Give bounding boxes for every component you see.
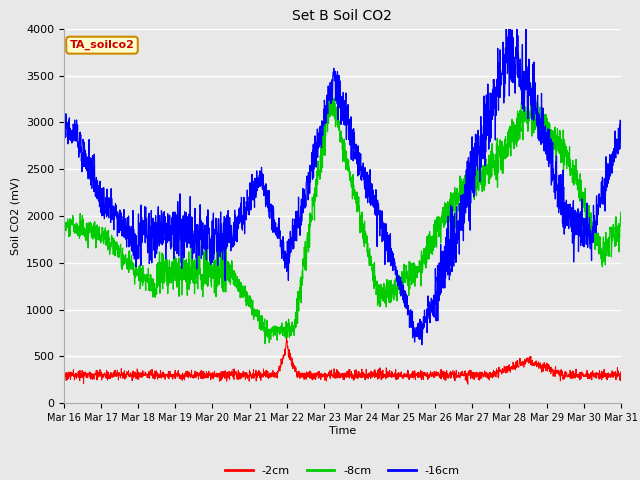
-8cm [60, 229, 68, 235]
-8cm [261, 341, 269, 347]
-8cm [116, 246, 124, 252]
-2cm [511, 363, 518, 369]
-16cm [502, 26, 510, 32]
-16cm [542, 135, 550, 141]
-8cm [511, 145, 518, 151]
-8cm [617, 209, 625, 215]
Text: TA_soilco2: TA_soilco2 [70, 40, 134, 50]
X-axis label: Time: Time [329, 426, 356, 436]
-2cm [60, 371, 68, 377]
-8cm [327, 86, 335, 92]
-2cm [283, 336, 291, 341]
Title: Set B Soil CO2: Set B Soil CO2 [292, 10, 392, 24]
-16cm [116, 223, 124, 229]
-16cm [418, 342, 426, 348]
-2cm [609, 369, 617, 375]
-2cm [236, 372, 244, 378]
-16cm [60, 125, 68, 131]
-16cm [236, 205, 244, 211]
-16cm [617, 145, 625, 151]
-16cm [511, 54, 518, 60]
-2cm [464, 381, 472, 387]
Line: -8cm: -8cm [64, 89, 621, 344]
-8cm [376, 290, 384, 296]
-8cm [542, 111, 550, 117]
Y-axis label: Soil CO2 (mV): Soil CO2 (mV) [11, 177, 20, 255]
-8cm [609, 222, 617, 228]
-16cm [609, 156, 617, 161]
-2cm [116, 372, 124, 378]
-2cm [617, 369, 625, 375]
-2cm [376, 365, 384, 371]
Line: -2cm: -2cm [64, 338, 621, 384]
-16cm [376, 233, 383, 239]
-8cm [236, 283, 244, 288]
-2cm [542, 368, 550, 373]
Line: -16cm: -16cm [64, 29, 621, 345]
Legend: -2cm, -8cm, -16cm: -2cm, -8cm, -16cm [221, 461, 464, 480]
